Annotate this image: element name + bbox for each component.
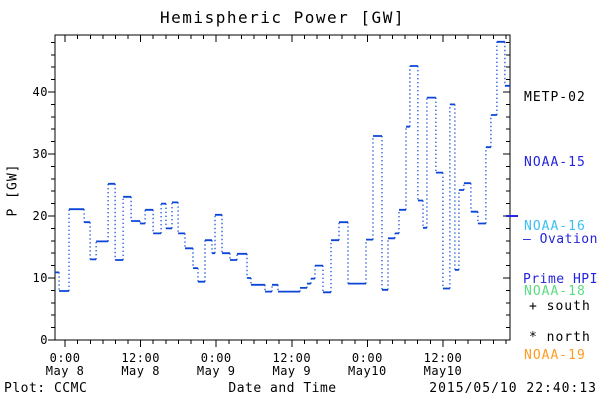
x-tick-time: 0:00: [50, 351, 81, 365]
hpi-step-connectors: [58, 41, 506, 293]
y-tick-label: 30: [33, 147, 48, 161]
legend: METP-02 NOAA-15 NOAA-16 NOAA-18 NOAA-19: [524, 44, 586, 400]
legend-item-noaa19: NOAA-19: [524, 348, 586, 363]
marker-key-north: * north: [529, 330, 591, 345]
legend-item-noaa18: NOAA-18: [524, 283, 586, 299]
plot-frame: [54, 34, 511, 341]
x-axis-title: Date and Time: [228, 381, 337, 396]
y-tick-label: 0: [40, 333, 48, 347]
x-tick-date: May 9: [197, 364, 236, 378]
footer-timestamp: 2015/05/10 22:40:13: [429, 381, 597, 396]
ovation-label-line2: Prime HPI: [523, 272, 598, 287]
y-tick-label: 40: [33, 85, 48, 99]
x-tick-time: 12:00: [121, 351, 160, 365]
y-tick-label: 10: [33, 271, 48, 285]
marker-key-south: + south: [529, 299, 591, 314]
x-tick-date: May 8: [121, 364, 160, 378]
x-tick-date: May 8: [46, 364, 85, 378]
hpi-step-segments: [55, 40, 510, 294]
x-tick-time: 12:00: [272, 351, 311, 365]
ovation-prime-hpi-label: – Ovation Prime HPI: [523, 207, 598, 313]
legend-item-noaa15: NOAA-15: [524, 154, 586, 170]
x-tick-date: May 9: [272, 364, 311, 378]
x-tick-time: 12:00: [424, 351, 463, 365]
ovation-label-line1: – Ovation: [523, 232, 598, 247]
y-tick-label: 20: [33, 209, 48, 223]
page-title: Hemispheric Power [GW]: [160, 8, 405, 27]
legend-item-noaa16: NOAA-16: [524, 219, 586, 234]
x-tick-date: May10: [348, 364, 387, 378]
x-tick-time: 0:00: [352, 351, 383, 365]
x-tick-date: May10: [424, 364, 463, 378]
legend-item-metp02: METP-02: [524, 90, 586, 105]
x-tick-time: 0:00: [201, 351, 232, 365]
footer-plot-source: Plot: CCMC: [4, 381, 88, 396]
